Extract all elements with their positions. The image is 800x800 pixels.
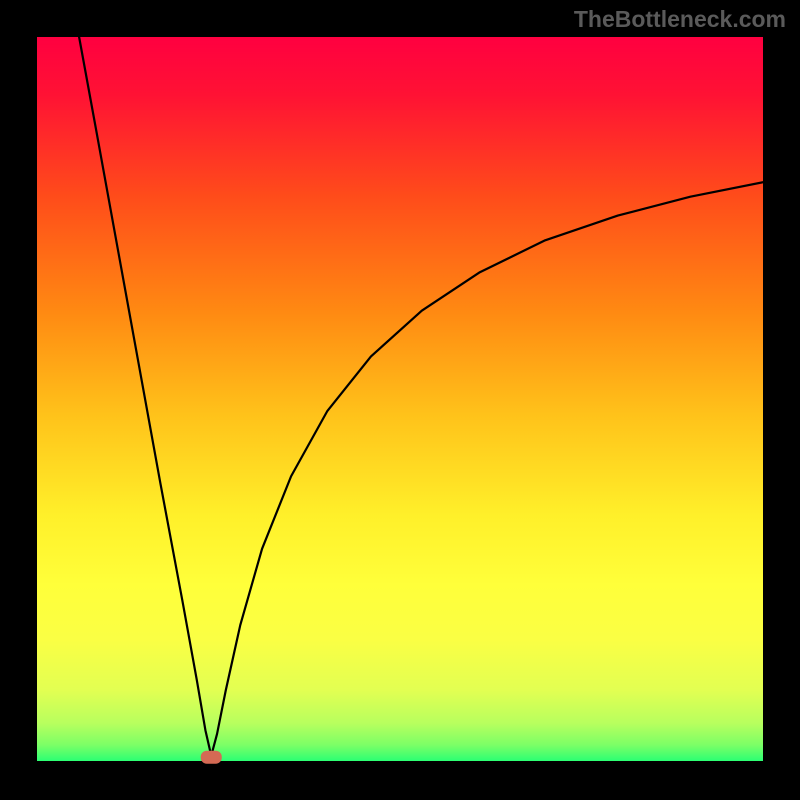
watermark-text: TheBottleneck.com xyxy=(574,6,786,33)
chart-svg xyxy=(0,0,800,800)
optimal-point-marker xyxy=(201,751,222,764)
chart-container: TheBottleneck.com xyxy=(0,0,800,800)
